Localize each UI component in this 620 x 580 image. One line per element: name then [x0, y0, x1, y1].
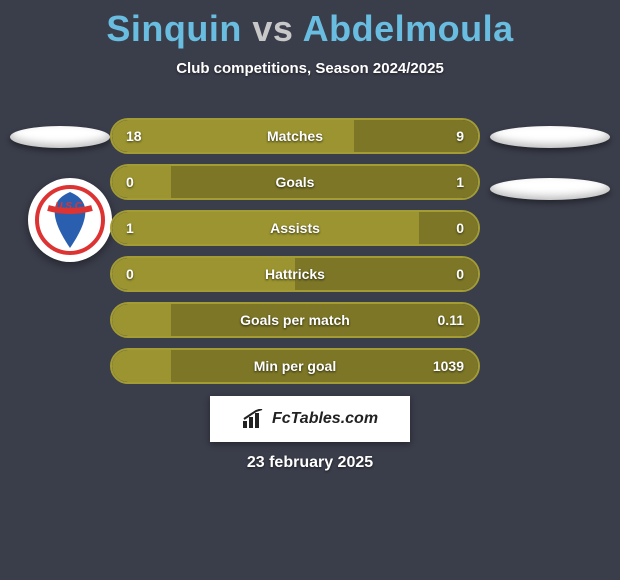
stat-value-right: 0 [456, 266, 464, 282]
club-badge: U.S.C. [28, 178, 112, 262]
player1-name: Sinquin [106, 8, 241, 49]
stats-container: 18Matches90Goals11Assists00Hattricks0Goa… [110, 118, 480, 394]
stat-row: Goals per match0.11 [110, 302, 480, 338]
stat-value-right: 1039 [433, 358, 464, 374]
vs-text: vs [252, 8, 293, 49]
stat-value-right: 9 [456, 128, 464, 144]
player1-badge-placeholder [10, 126, 110, 148]
chart-icon [242, 409, 266, 429]
comparison-title: Sinquin vs Abdelmoula [0, 0, 620, 50]
player2-badge-placeholder-bottom [490, 178, 610, 200]
club-badge-icon: U.S.C. [34, 184, 106, 256]
stat-row: Min per goal1039 [110, 348, 480, 384]
stat-row: 0Hattricks0 [110, 256, 480, 292]
stat-label: Hattricks [112, 266, 478, 282]
stat-row: 0Goals1 [110, 164, 480, 200]
stat-label: Matches [112, 128, 478, 144]
svg-text:U.S.C.: U.S.C. [55, 201, 84, 212]
watermark: FcTables.com [210, 396, 410, 442]
subtitle: Club competitions, Season 2024/2025 [0, 60, 620, 77]
stat-value-right: 1 [456, 174, 464, 190]
watermark-text: FcTables.com [272, 410, 378, 428]
stat-label: Min per goal [112, 358, 478, 374]
stat-label: Goals per match [112, 312, 478, 328]
stat-value-right: 0.11 [438, 312, 464, 328]
player2-badge-placeholder-top [490, 126, 610, 148]
player2-name: Abdelmoula [303, 8, 514, 49]
stat-row: 1Assists0 [110, 210, 480, 246]
stat-label: Goals [112, 174, 478, 190]
stat-label: Assists [112, 220, 478, 236]
stat-row: 18Matches9 [110, 118, 480, 154]
date-text: 23 february 2025 [0, 454, 620, 472]
stat-value-right: 0 [456, 220, 464, 236]
